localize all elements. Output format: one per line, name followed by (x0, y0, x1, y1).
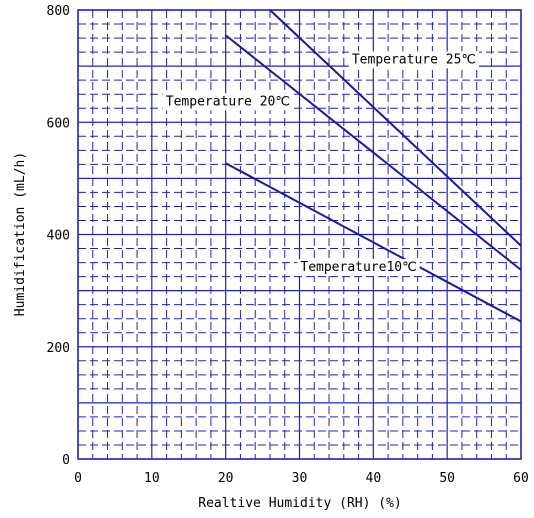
x-tick-labels: 0 10 20 30 40 50 60 (74, 471, 529, 486)
series-label: Temperature 20℃ (166, 94, 290, 109)
series-label-background (348, 51, 480, 69)
x-tick-label: 60 (513, 471, 529, 486)
y-tick-label: 800 (47, 4, 70, 19)
y-tick-label: 200 (47, 341, 70, 356)
series-label-background (297, 258, 420, 276)
x-tick-label: 20 (218, 471, 234, 486)
series-label: Temperature 25℃ (352, 52, 476, 67)
x-tick-label: 40 (366, 471, 382, 486)
y-tick-label: 0 (62, 453, 70, 468)
y-tick-label: 400 (47, 229, 70, 244)
series-label-background (162, 93, 293, 111)
y-tick-label: 600 (47, 116, 70, 131)
x-tick-label: 10 (144, 471, 160, 486)
x-tick-label: 30 (292, 471, 308, 486)
x-axis-label: Realtive Humidity (RH) (%) (198, 496, 402, 511)
series-line (225, 162, 522, 323)
series-line (269, 9, 522, 247)
series-line (225, 34, 522, 271)
y-tick-labels: 0 200 400 600 800 (47, 4, 70, 468)
x-tick-label: 0 (74, 471, 82, 486)
series-label: Temperature10℃ (300, 260, 416, 275)
series-labels: Temperature 25℃ Temperature 20℃ Temperatur… (162, 51, 480, 276)
x-tick-label: 50 (439, 471, 455, 486)
series-lines (225, 9, 522, 323)
y-axis-label: Humidification (mL/h) (13, 152, 28, 316)
plot-frame (77, 9, 522, 460)
